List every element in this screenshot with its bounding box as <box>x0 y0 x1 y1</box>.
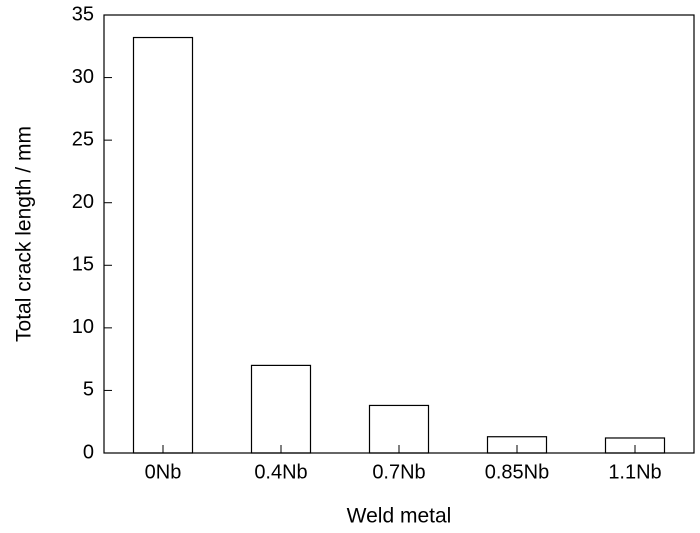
bar <box>132 36 194 454</box>
x-tick-label: 0.4Nb <box>254 461 307 483</box>
y-tick-label: 10 <box>72 316 94 338</box>
bar <box>250 364 312 454</box>
plot-frame <box>103 14 695 454</box>
y-tick-label: 30 <box>72 66 94 88</box>
y-tick-label: 5 <box>83 379 94 401</box>
y-tick-label: 20 <box>72 191 94 213</box>
y-tick-label: 0 <box>83 441 94 463</box>
x-axis-label: Weld metal <box>347 505 452 528</box>
y-tick-label: 15 <box>72 254 94 276</box>
y-axis-label: Total crack length / mm <box>13 126 36 342</box>
x-tick-label: 0.7Nb <box>372 461 425 483</box>
x-tick-label: 1.1Nb <box>608 461 661 483</box>
x-tick-label: 0.85Nb <box>485 461 550 483</box>
y-tick-label: 25 <box>72 128 94 150</box>
x-tick-label: 0Nb <box>145 461 182 483</box>
y-tick-label: 35 <box>72 3 94 25</box>
